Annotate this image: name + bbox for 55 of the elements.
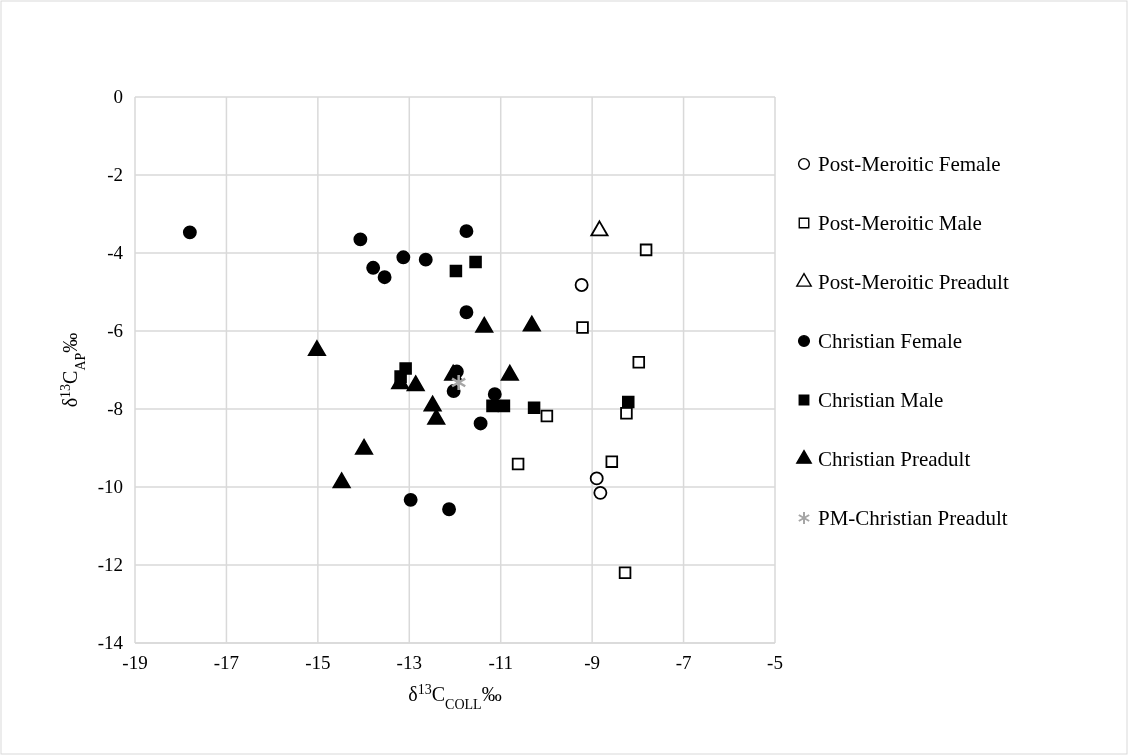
legend-label: Christian Preadult <box>818 447 971 471</box>
y-tick-label: -14 <box>97 632 124 653</box>
x-tick-label: -5 <box>767 652 783 673</box>
point <box>182 225 197 240</box>
point <box>620 407 633 420</box>
point <box>527 401 541 415</box>
x-tick-label: -15 <box>305 652 331 673</box>
y-tick-label: 0 <box>113 86 123 107</box>
point <box>486 399 499 413</box>
point <box>622 395 635 409</box>
legend-label: Christian Male <box>818 388 944 412</box>
x-tick-label: -11 <box>488 652 514 673</box>
y-tick-label: -6 <box>107 320 123 341</box>
x-tick-label: -7 <box>675 652 692 673</box>
point <box>307 340 326 357</box>
point <box>396 250 411 265</box>
point <box>639 243 653 257</box>
y-tick-label: -12 <box>97 554 123 575</box>
x-tick-label: -19 <box>122 652 148 673</box>
point <box>469 255 482 269</box>
point <box>487 387 502 402</box>
point <box>593 485 608 500</box>
x-tick-label: -9 <box>584 652 601 673</box>
point <box>353 232 368 247</box>
point <box>459 224 474 239</box>
point <box>497 399 511 413</box>
legend-label: Christian Female <box>818 329 963 353</box>
point <box>450 373 467 392</box>
point <box>618 566 632 580</box>
point <box>632 355 646 369</box>
y-tick-label: -8 <box>107 398 123 419</box>
point <box>511 457 525 471</box>
x-tick-label: -17 <box>213 652 240 673</box>
point <box>442 502 457 517</box>
point <box>449 264 463 278</box>
point <box>473 416 488 431</box>
y-tick-label: -2 <box>107 164 123 185</box>
point <box>589 471 604 486</box>
legend-label: PM-Christian Preadult <box>818 506 1008 530</box>
point <box>403 492 418 507</box>
legend-label: Post-Meroitic Preadult <box>818 270 1009 294</box>
y-tick-label: -4 <box>107 242 124 263</box>
point <box>366 260 381 275</box>
point <box>574 278 589 292</box>
x-tick-label: -13 <box>396 652 422 673</box>
point <box>576 321 589 334</box>
point <box>418 252 433 267</box>
legend-label: Post-Meroitic Male <box>818 211 982 235</box>
point <box>459 305 474 320</box>
point <box>377 270 392 285</box>
x-axis-title: δ$^{13}$C$_{COLL}$‰ <box>408 681 502 712</box>
y-tick-label: -10 <box>97 476 123 497</box>
point <box>540 409 554 423</box>
legend-label: Post-Meroitic Female <box>818 152 1001 176</box>
point <box>605 455 619 468</box>
